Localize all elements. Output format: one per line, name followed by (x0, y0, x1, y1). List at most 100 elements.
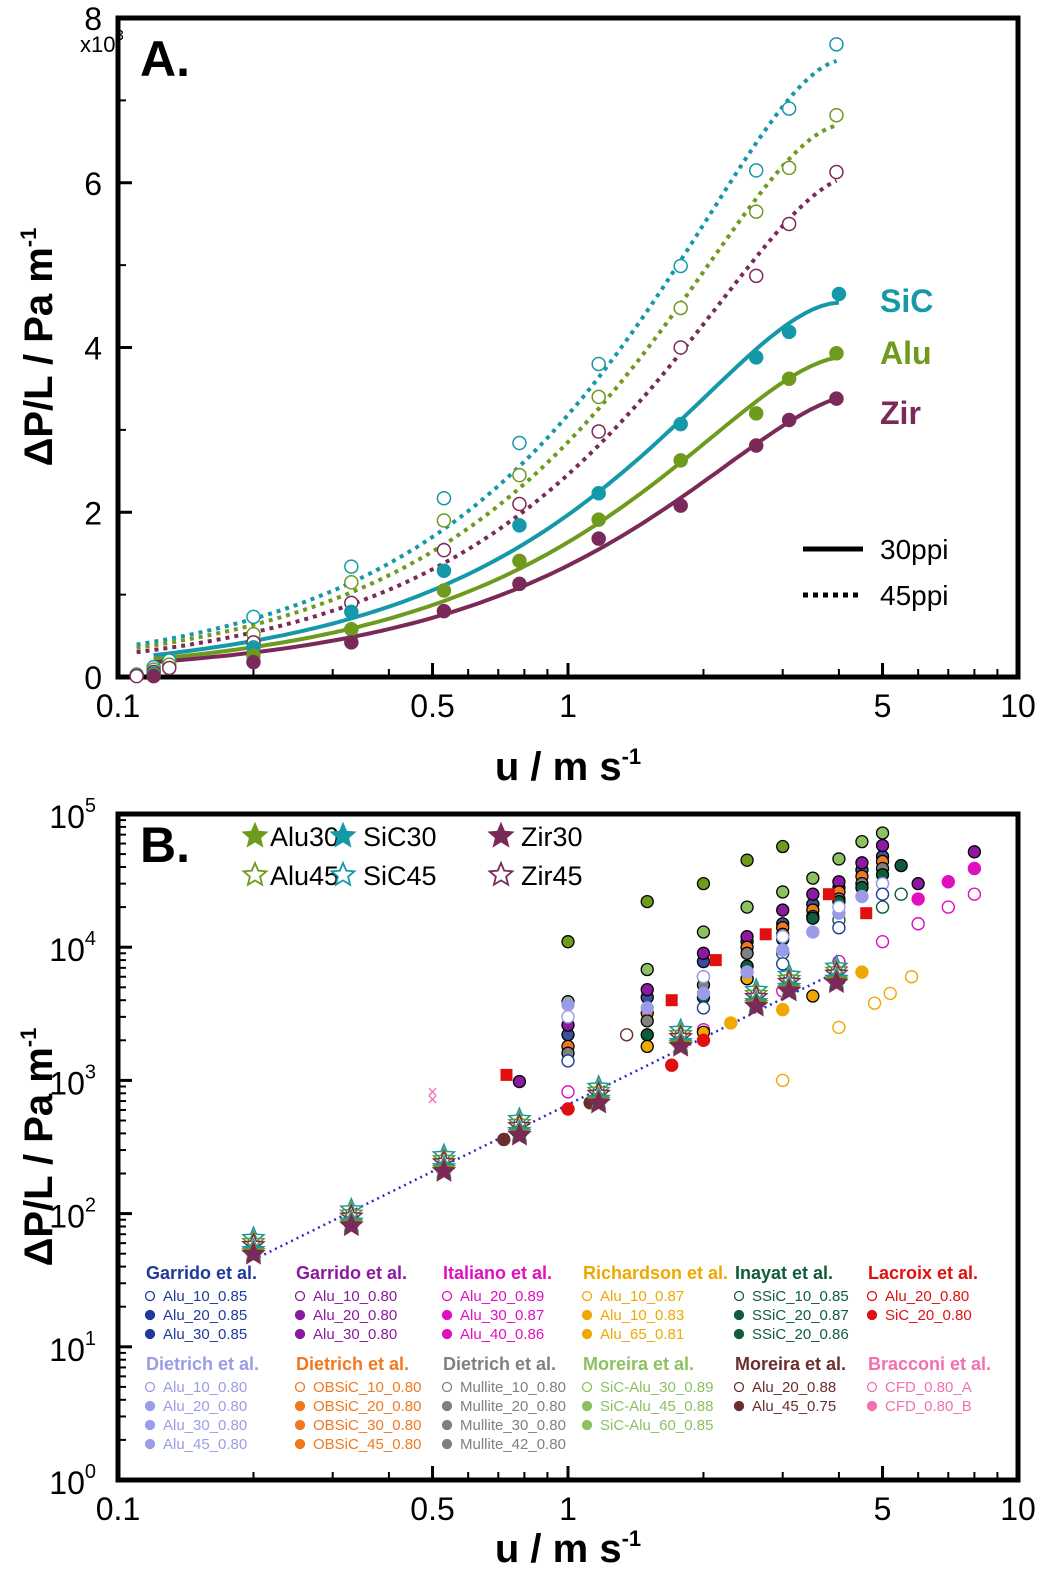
legend-item-marker (733, 1400, 745, 1412)
legend-item-marker (144, 1309, 156, 1321)
legend-30ppi-label: 30ppi (880, 534, 949, 565)
legend-item-label: OBSiC_45_0.80 (313, 1436, 421, 1453)
data-point-zir-45ppi (129, 668, 144, 684)
legend-item-marker (581, 1419, 593, 1431)
legend-item-marker (866, 1290, 878, 1302)
data-point-zir-30ppi (146, 668, 161, 684)
legend-item-marker (441, 1381, 453, 1393)
legend-item-label: Alu_30_0.80 (313, 1326, 397, 1343)
data-point-zir-30ppi (748, 438, 764, 453)
legend-item-marker (294, 1400, 306, 1412)
legend-item-marker (441, 1328, 453, 1340)
data-point-sic-30ppi (781, 324, 797, 340)
literature-point (911, 892, 925, 906)
literature-point (561, 935, 575, 949)
panel-a-y-axis-label: ΔP/L / Pa m-1 (16, 228, 61, 467)
literature-point (941, 900, 955, 914)
fit-curve-zir-30ppi (153, 396, 838, 665)
literature-point (640, 983, 654, 997)
this-work-star (824, 969, 849, 994)
literature-point (776, 943, 790, 957)
data-point-zir-30ppi (246, 654, 261, 670)
data-point-alu-45ppi (673, 300, 688, 316)
literature-point (875, 826, 890, 840)
data-point-zir-30ppi (436, 603, 452, 619)
panel-b: 0.1 0.5 1 5 10 100 101 102 103 104 105 ×× B. Alu30… (16, 795, 1036, 1570)
panel-b-x-axis-label: u / m s-1 (495, 1526, 641, 1570)
legend-item-label: Mullite_42_0.80 (460, 1436, 566, 1453)
data-point-zir-30ppi (673, 498, 688, 513)
legend-group-title: Garrido et al. (296, 1263, 407, 1283)
legend-item-marker (144, 1381, 156, 1393)
literature-point (561, 1102, 575, 1116)
data-point-alu-30ppi (673, 453, 688, 468)
x-tick-label: 0.5 (410, 1491, 454, 1527)
literature-point (832, 1020, 846, 1035)
legend-item-label: Alu_10_0.80 (163, 1379, 247, 1396)
literature-point (875, 934, 890, 949)
this-work-star (339, 1212, 364, 1237)
legend-item-label: Alu_30_0.87 (460, 1307, 544, 1324)
legend-item-marker (866, 1400, 878, 1412)
y-tick-label: 101 (49, 1328, 96, 1368)
legend-item-label: Alu_10_0.83 (600, 1307, 684, 1324)
literature-point (665, 1058, 679, 1072)
legend-item-marker (441, 1419, 453, 1431)
literature-point (806, 925, 820, 939)
literature-point (941, 875, 955, 889)
literature-point (640, 1028, 654, 1042)
data-point-sic-45ppi (673, 258, 688, 274)
this-work-star (431, 1158, 457, 1182)
panel-b-label: B. (140, 817, 190, 873)
this-work-star (776, 978, 802, 1002)
literature-point (776, 839, 790, 854)
literature-point (696, 925, 711, 939)
legend-item-marker (294, 1309, 306, 1321)
literature-point (806, 871, 820, 885)
literature-point (776, 903, 790, 917)
legend-item-marker (733, 1290, 745, 1302)
legend-item-marker (441, 1438, 453, 1450)
legend-item-label: Mullite_20_0.80 (460, 1398, 566, 1415)
data-point-sic-45ppi (512, 435, 527, 451)
data-point-alu-45ppi (344, 575, 359, 590)
data-point-sic-30ppi (436, 563, 452, 578)
legend-item-label: OBSiC_30_0.80 (313, 1417, 421, 1434)
literature-point (875, 838, 890, 853)
literature-point-square (860, 907, 873, 920)
legend-group-title: Dietrich et al. (443, 1354, 556, 1374)
data-point-alu-30ppi (512, 553, 527, 569)
data-point-alu-30ppi (344, 621, 359, 637)
legend-item-label: CFD_0.80_B (885, 1398, 972, 1415)
legend-item-label: OBSiC_20_0.80 (313, 1398, 421, 1415)
this-work-star (241, 1241, 266, 1265)
legend-item-label: Alu_20_0.85 (163, 1307, 247, 1324)
literature-point (640, 962, 654, 977)
y-tick-label: 100 (49, 1461, 96, 1501)
literature-point-cross: × (427, 1089, 438, 1109)
legend-item-marker (733, 1328, 745, 1340)
panel-a: 0.1 0.5 1 5 10 0 2 4 6 8 A. x103 SiC Alu Zir 30pp… (16, 1, 1036, 789)
legend-item-marker (294, 1290, 306, 1302)
panel-a-fit-curves (136, 59, 840, 665)
literature-point (855, 889, 869, 904)
literature-point (875, 900, 890, 914)
literature-point (832, 921, 846, 935)
legend-item-label: SSiC_20_0.87 (752, 1307, 849, 1324)
data-point-zir-45ppi (673, 340, 688, 355)
legend-item-label: Alu_10_0.87 (600, 1288, 684, 1305)
literature-point (776, 929, 790, 944)
data-point-alu-30ppi (436, 583, 452, 598)
data-point-zir-30ppi (512, 576, 527, 592)
literature-point (967, 861, 982, 876)
data-point-zir-30ppi (344, 635, 359, 650)
legend-item-label: Alu_20_0.80 (163, 1398, 247, 1415)
literature-point (512, 1074, 527, 1089)
legend-item-marker (581, 1290, 593, 1302)
fit-curve-zir-45ppi (136, 178, 838, 655)
data-point-alu-30ppi (829, 346, 844, 361)
data-point-sic-30ppi (748, 350, 764, 365)
data-point-alu-30ppi (748, 406, 764, 421)
literature-point (561, 998, 575, 1012)
y-tick-label: 102 (49, 1195, 96, 1235)
